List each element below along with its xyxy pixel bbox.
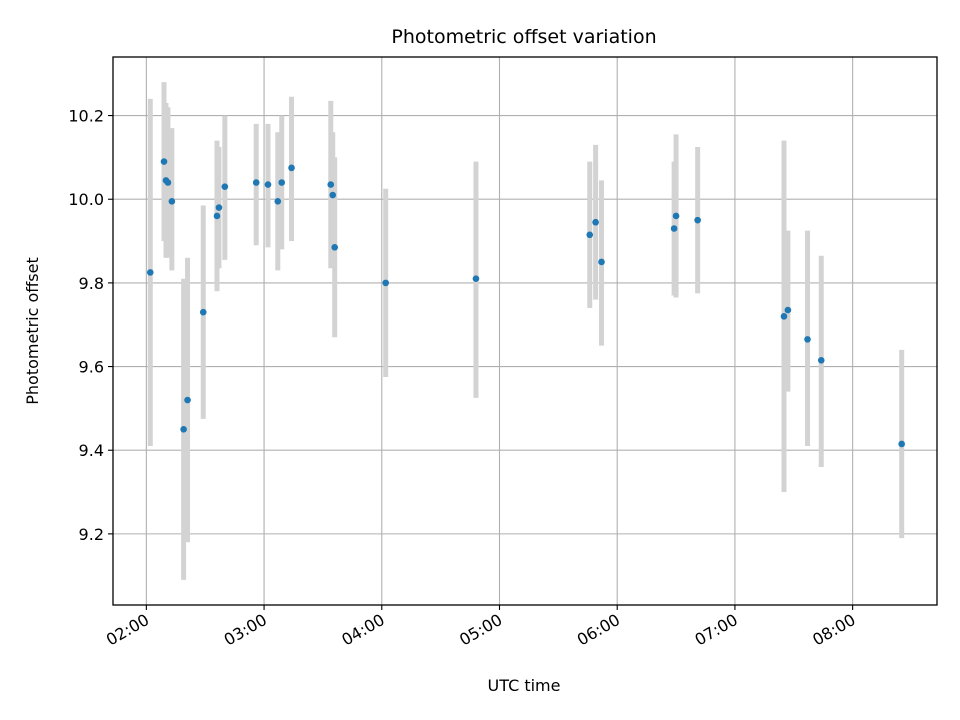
y-tick-label: 9.2 <box>79 525 104 544</box>
data-point <box>817 356 825 364</box>
data-point <box>331 244 338 251</box>
data-point <box>598 258 605 266</box>
chart-title: Photometric offset variation <box>391 26 656 48</box>
data-point <box>264 181 272 188</box>
data-point <box>327 181 335 188</box>
data-point <box>898 440 905 448</box>
plot-frame <box>112 56 938 606</box>
data-point <box>180 426 187 433</box>
y-tick-label: 9.8 <box>79 274 104 293</box>
data-point <box>329 191 337 199</box>
y-axis-label: Photometric offset <box>23 257 42 405</box>
data-point <box>199 308 207 316</box>
data-point <box>592 218 599 226</box>
data-point <box>213 212 221 220</box>
y-tick-label: 9.4 <box>79 441 104 460</box>
data-point <box>278 179 286 186</box>
data-point <box>670 225 678 232</box>
y-tick-label: 10.2 <box>68 107 104 126</box>
data-point <box>694 216 701 224</box>
y-axis-ticks: 9.2 9.4 9.6 9.8 10.0 10.2 <box>68 107 113 544</box>
x-axis-label: UTC time <box>488 676 561 695</box>
data-point <box>252 179 260 186</box>
data-point <box>472 275 480 283</box>
data-point <box>164 179 172 186</box>
data-point <box>382 279 390 287</box>
data-point <box>160 158 168 165</box>
data-point <box>672 212 680 220</box>
data-point <box>221 183 229 190</box>
y-tick-label: 9.6 <box>79 358 104 377</box>
data-point <box>586 231 594 239</box>
data-points <box>146 158 905 448</box>
data-point <box>274 198 282 205</box>
data-point <box>804 336 811 343</box>
grid <box>113 57 937 605</box>
y-tick-label: 10.0 <box>68 190 104 209</box>
data-point <box>784 306 792 314</box>
data-point <box>168 198 176 205</box>
data-point <box>780 313 788 320</box>
data-point <box>215 204 223 211</box>
data-point <box>146 269 154 276</box>
data-point <box>184 396 191 404</box>
data-point <box>288 164 295 172</box>
